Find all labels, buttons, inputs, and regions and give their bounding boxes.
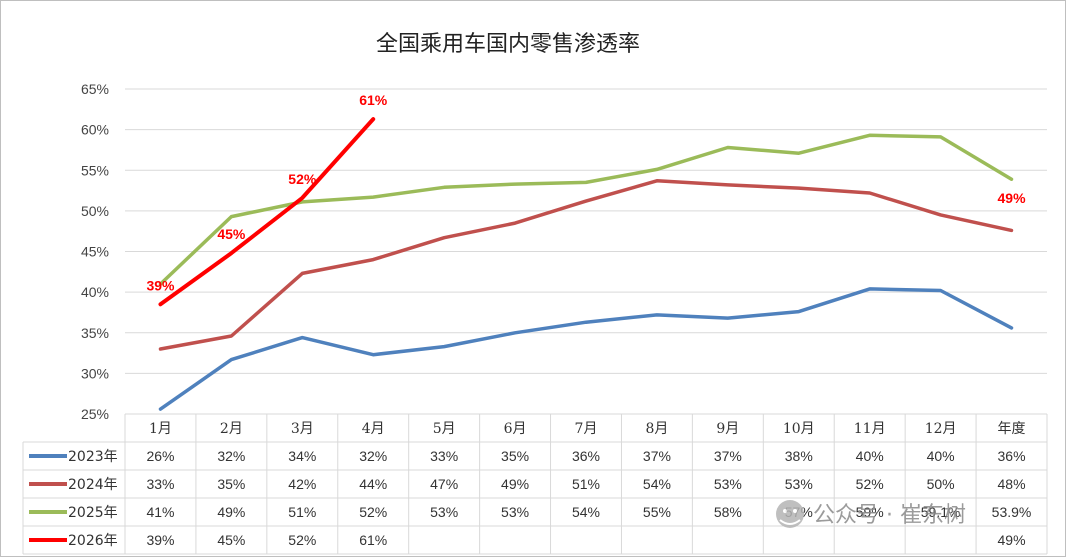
series-lines xyxy=(158,117,1014,411)
table-cell: 35% xyxy=(501,448,529,464)
table-cell: 59% xyxy=(856,504,884,520)
table-cell: 32% xyxy=(359,448,387,464)
table-cell: 50% xyxy=(927,476,955,492)
watermark-text: 公众号 · 崔东树 xyxy=(813,503,966,528)
data-label: 49% xyxy=(998,190,1027,206)
y-tick-label: 30% xyxy=(81,365,109,381)
table-cell: 51% xyxy=(288,504,316,520)
table-cell: 49% xyxy=(217,504,245,520)
series-line-2024年 xyxy=(158,179,1014,351)
table-cell: 36% xyxy=(572,448,600,464)
data-table: 1月 2月 3月 4月 5月 6月 7月 8月 9月 10月 11月 12月 年度 2023年 26% 32%… xyxy=(22,413,1048,555)
table-cell: 36% xyxy=(998,448,1026,464)
table-cell: 39% xyxy=(146,532,174,548)
data-label: 45% xyxy=(217,226,246,242)
x-tick-label: 3月 xyxy=(291,421,314,437)
table-cell: 54% xyxy=(643,476,671,492)
data-label: 61% xyxy=(359,92,388,108)
x-tick-label: 12月 xyxy=(925,421,957,437)
table-cell: 53% xyxy=(430,504,458,520)
y-tick-label: 50% xyxy=(81,203,109,219)
watermark: 公众号 · 崔东树 xyxy=(776,500,966,528)
table-cell: 61% xyxy=(359,532,387,548)
table-cell: 53% xyxy=(785,476,813,492)
table-cell: 37% xyxy=(643,448,671,464)
table-cell: 35% xyxy=(217,476,245,492)
table-cell: 48% xyxy=(998,476,1026,492)
table-cell: 53% xyxy=(501,504,529,520)
table-cell: 52% xyxy=(288,532,316,548)
y-tick-label: 35% xyxy=(81,325,109,341)
data-label: 39% xyxy=(146,277,175,293)
x-tick-label: 6月 xyxy=(504,421,527,437)
x-tick-label: 7月 xyxy=(575,421,598,437)
table-cell: 41% xyxy=(146,504,174,520)
table-cell: 52% xyxy=(856,476,884,492)
x-tick-label: 11月 xyxy=(854,421,886,437)
legend-label: 2024年 xyxy=(68,477,118,493)
table-cell: 53.9% xyxy=(992,504,1032,520)
table-cell: 49% xyxy=(501,476,529,492)
x-tick-label: 2月 xyxy=(220,421,243,437)
table-cell: 38% xyxy=(785,448,813,464)
chart-title: 全国乘用车国内零售渗透率 xyxy=(376,32,640,57)
table-cell: 40% xyxy=(927,448,955,464)
table-cell: 58% xyxy=(714,504,742,520)
table-cell: 54% xyxy=(572,504,600,520)
table-cell: 59.1% xyxy=(921,504,961,520)
table-cell: 45% xyxy=(217,532,245,548)
data-labels: 39% 45% 52% 61% 49% xyxy=(146,92,1026,293)
table-cell: 37% xyxy=(714,448,742,464)
legend-label: 2026年 xyxy=(68,533,118,549)
table-cell: 34% xyxy=(288,448,316,464)
series-line-2023年 xyxy=(158,287,1014,411)
table-cell: 47% xyxy=(430,476,458,492)
x-tick-label: 9月 xyxy=(716,421,739,437)
table-cell: 53% xyxy=(714,476,742,492)
x-tick-label: 年度 xyxy=(998,421,1026,437)
table-cell: 44% xyxy=(359,476,387,492)
table-cell: 40% xyxy=(856,448,884,464)
legend-label: 2025年 xyxy=(68,505,118,521)
series-line-2026年 xyxy=(158,117,376,307)
legend-label: 2023年 xyxy=(68,449,118,465)
y-tick-label: 65% xyxy=(81,81,109,97)
y-tick-label: 45% xyxy=(81,244,109,260)
y-tick-label: 60% xyxy=(81,122,109,138)
table-cell: 32% xyxy=(217,448,245,464)
x-tick-label: 1月 xyxy=(149,421,172,437)
y-tick-label: 40% xyxy=(81,284,109,300)
table-cell: 33% xyxy=(430,448,458,464)
series-line-2025年 xyxy=(158,133,1014,286)
x-tick-label: 5月 xyxy=(433,421,456,437)
y-tick-label: 55% xyxy=(81,162,109,178)
y-axis: 25% 30% 35% 40% 45% 50% 55% 60% 65% xyxy=(81,81,109,422)
data-label: 52% xyxy=(288,171,317,187)
y-tick-label: 25% xyxy=(81,406,109,422)
table-cell: 42% xyxy=(288,476,316,492)
wechat-icon xyxy=(776,500,804,528)
x-tick-label: 10月 xyxy=(783,421,815,437)
table-cell: 33% xyxy=(146,476,174,492)
table-cell: 49% xyxy=(998,532,1026,548)
table-cell: 51% xyxy=(572,476,600,492)
x-tick-label: 4月 xyxy=(362,421,385,437)
table-cell: 26% xyxy=(146,448,174,464)
table-cell: 55% xyxy=(643,504,671,520)
x-tick-label: 8月 xyxy=(645,421,668,437)
table-cell: 52% xyxy=(359,504,387,520)
